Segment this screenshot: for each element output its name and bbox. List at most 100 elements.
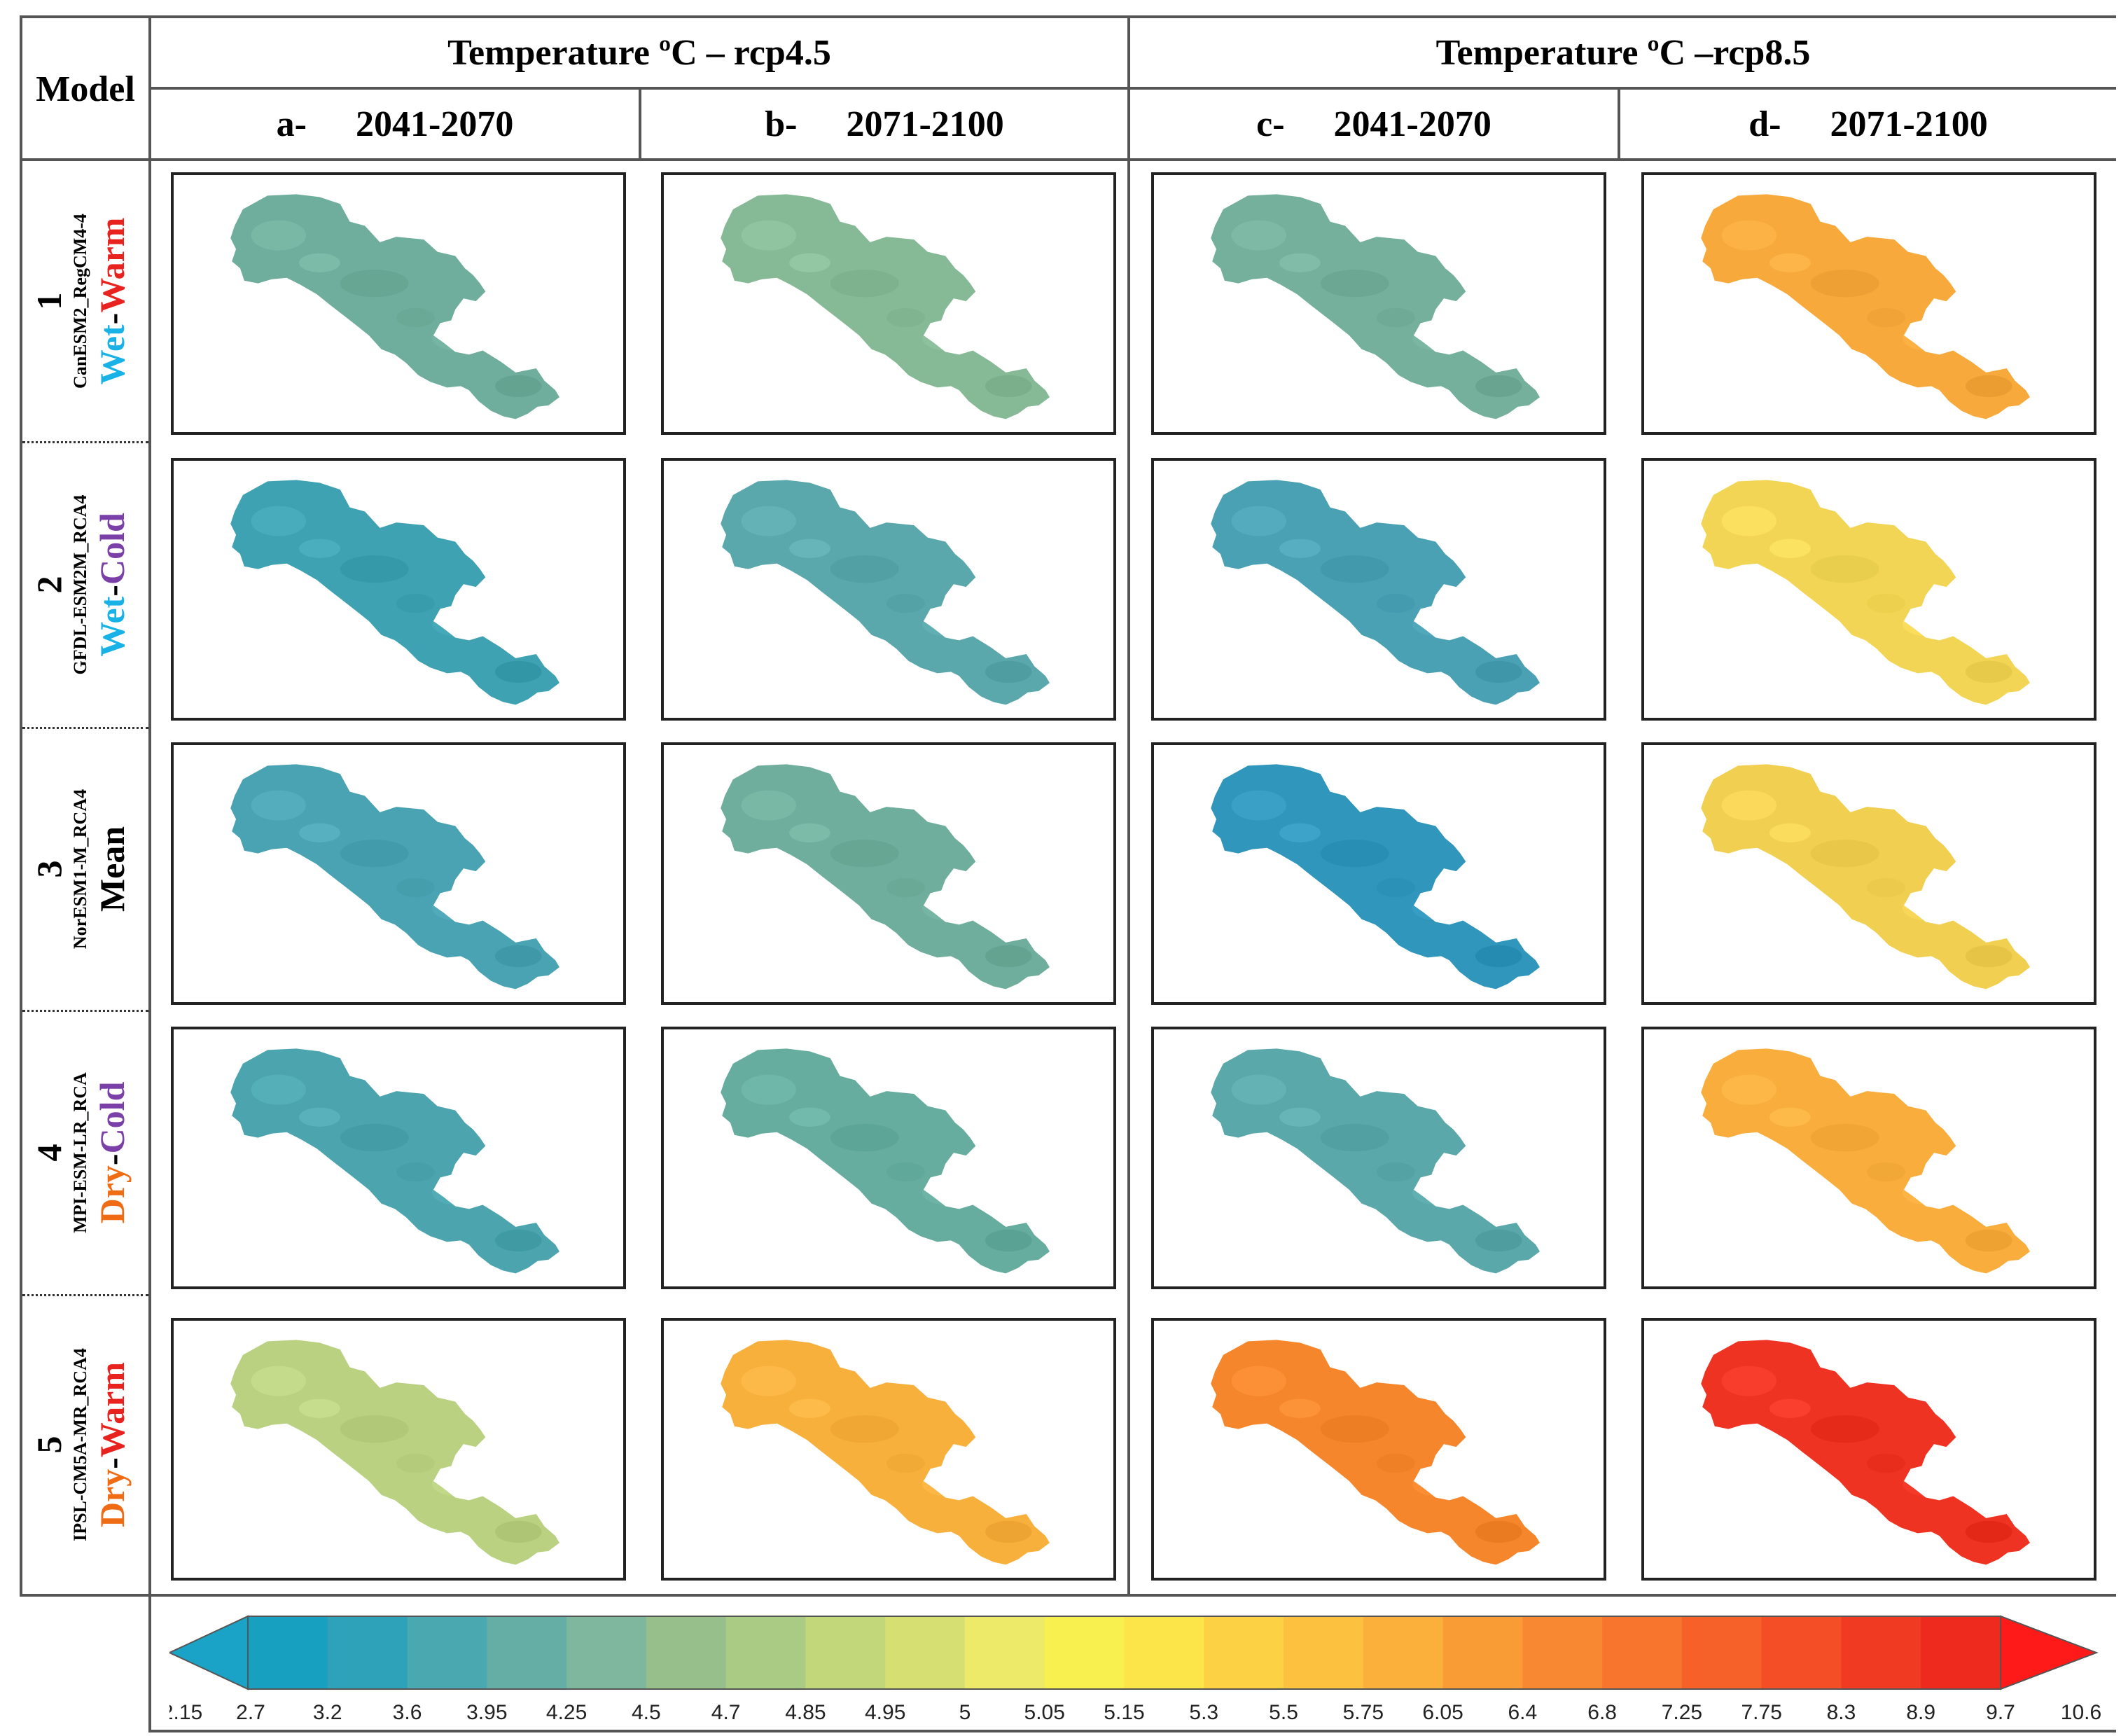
temperature-patch — [1279, 539, 1321, 558]
colorbar-bin — [1044, 1616, 1125, 1689]
temperature-patch — [1377, 307, 1415, 328]
temperature-patch — [830, 555, 899, 583]
colorbar-tick-label: 2.15 — [169, 1701, 202, 1723]
colorbar-tick-label: 6.05 — [1422, 1701, 1463, 1723]
colorbar-bin — [1204, 1616, 1284, 1689]
map-panel-r5-b — [661, 1318, 1116, 1581]
temperature-patch — [1279, 1398, 1321, 1418]
basin-map — [230, 194, 559, 419]
temperature-patch — [1377, 877, 1415, 898]
temperature-patch — [886, 1453, 925, 1473]
temperature-patch — [494, 1229, 542, 1252]
colorbar-bin — [1761, 1616, 1842, 1689]
temperature-patch — [340, 555, 409, 583]
temperature-patch — [1769, 823, 1811, 842]
period-years: 2041-2070 — [1333, 104, 1491, 144]
basin-map — [1211, 1340, 1540, 1565]
temperature-patch — [789, 253, 830, 272]
temperature-patch — [1867, 307, 1905, 328]
colorbar-tick-label: 4.85 — [785, 1701, 826, 1723]
legend-bottom-line — [148, 1730, 2116, 1732]
basin-map — [1701, 194, 2030, 419]
temperature-patch — [396, 1453, 435, 1473]
temperature-patch — [340, 840, 409, 868]
colorbar-bin — [487, 1616, 567, 1689]
frame-left — [20, 15, 22, 1595]
scenario-sep: - — [92, 312, 132, 325]
colorbar-bin — [1921, 1616, 2001, 1689]
temperature-patch — [1231, 1366, 1286, 1396]
scenario-part-b: Warm — [92, 1361, 132, 1458]
temperature-patch — [1965, 945, 2012, 968]
temperature-patch — [299, 823, 340, 842]
temperature-patch — [1279, 253, 1321, 272]
period-years: 2041-2070 — [356, 104, 514, 144]
scenario-part-a: Dry — [92, 1468, 132, 1528]
basin-shape — [721, 1340, 1050, 1565]
colorbar-tick-label: 5.75 — [1343, 1701, 1384, 1723]
colorbar-bin — [1522, 1616, 1603, 1689]
map-panel-r2-a — [171, 458, 626, 721]
basin-shape — [1211, 1048, 1540, 1274]
temperature-patch — [1279, 823, 1321, 842]
colorbar-tick-label: 8.9 — [1906, 1701, 1935, 1723]
row-separator — [22, 441, 148, 443]
rcp85-title: Temperature ºC –rcp8.5 — [1435, 33, 1811, 73]
scenario-part-b: Warm — [92, 217, 132, 313]
basin-map — [230, 1048, 559, 1274]
temperature-patch — [340, 270, 409, 298]
frame-top — [20, 15, 2116, 18]
model-name: CanESM2_RegCM4-4 — [70, 214, 90, 389]
map-panel-r5-a — [171, 1318, 626, 1581]
scenario-sep: - — [92, 585, 132, 597]
temperature-patch — [431, 1180, 482, 1205]
temperature-patch — [251, 790, 306, 821]
colorbar-bin — [1681, 1616, 1762, 1689]
temperature-patch — [431, 1471, 482, 1497]
row-number: 5 — [29, 1436, 69, 1454]
colorbar-bin — [1363, 1616, 1444, 1689]
basin-shape — [1211, 764, 1540, 989]
temperature-patch — [1412, 896, 1462, 921]
colorbar-tick-label: 4.25 — [546, 1701, 587, 1723]
colorbar-tick-label: 6.8 — [1587, 1701, 1617, 1723]
temperature-patch — [741, 1074, 796, 1105]
colorbar-tick-label: 4.5 — [632, 1701, 661, 1723]
scenario-part-a: Dry — [92, 1165, 132, 1224]
colorbar-tick-label: 4.7 — [711, 1701, 741, 1723]
temperature-patch — [741, 1366, 796, 1396]
basin-shape — [230, 480, 559, 705]
model-name: IPSL-CM5A-MR_RCA4 — [70, 1348, 90, 1541]
row-number: 4 — [29, 1144, 69, 1162]
temperature-patch — [1810, 1124, 1879, 1152]
colorbar-frame — [247, 1616, 2001, 1690]
scenario-label: Wet-Warm — [92, 218, 132, 385]
temperature-patch — [1320, 840, 1389, 868]
temperature-patch — [1769, 539, 1811, 558]
period-letter: b- — [765, 104, 798, 144]
temperature-patch — [985, 945, 1032, 968]
temperature-patch — [886, 307, 925, 328]
basin-shape — [1701, 764, 2030, 989]
temperature-patch — [1902, 611, 1952, 637]
temperature-patch — [1965, 1520, 2012, 1543]
map-panel-r5-d — [1641, 1318, 2096, 1581]
temperature-patch — [1721, 1074, 1776, 1105]
colorbar-bin — [964, 1616, 1045, 1689]
temperature-patch — [886, 593, 925, 613]
map-panel-r4-b — [661, 1027, 1116, 1289]
temperature-patch — [251, 1366, 306, 1396]
basin-shape — [1211, 1340, 1540, 1565]
temperature-patch — [494, 1520, 542, 1543]
temperature-patch — [1412, 326, 1462, 351]
period-header-d: d- 2071-2100 — [1620, 104, 2116, 145]
period-divider-ab — [639, 87, 641, 160]
map-panel-r4-d — [1641, 1027, 2096, 1289]
temperature-patch — [1867, 593, 1905, 613]
temperature-patch — [1867, 1453, 1905, 1473]
basin-map — [230, 480, 559, 705]
model-col-divider — [148, 15, 151, 1731]
period-letter: c- — [1256, 104, 1285, 144]
basin-map — [1211, 480, 1540, 705]
temperature-patch — [494, 375, 542, 398]
